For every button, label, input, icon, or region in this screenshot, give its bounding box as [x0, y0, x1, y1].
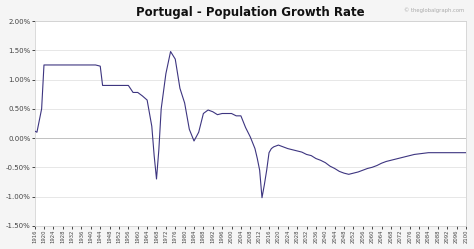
- Title: Portugal - Population Growth Rate: Portugal - Population Growth Rate: [136, 5, 365, 19]
- Text: © theglobalgraph.com: © theglobalgraph.com: [404, 7, 465, 13]
